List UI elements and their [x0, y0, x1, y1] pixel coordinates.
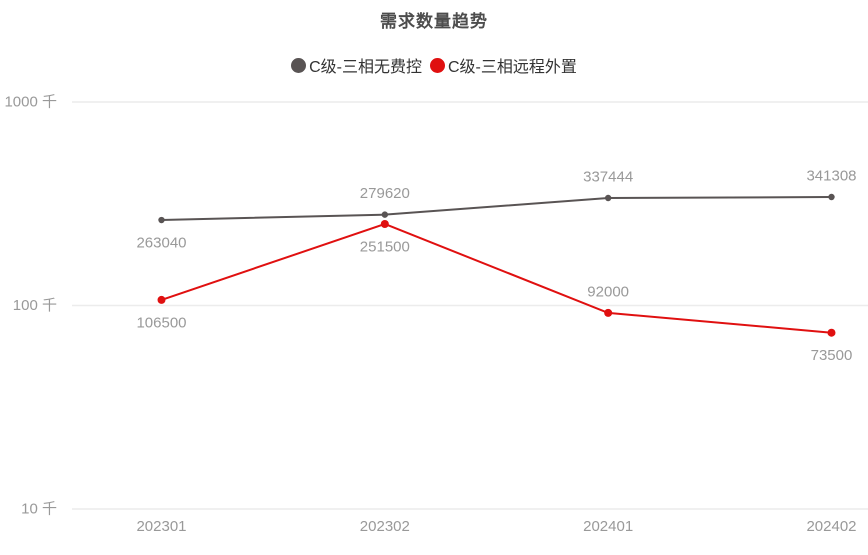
data-label: 279620: [360, 185, 410, 202]
data-label: 73500: [811, 347, 853, 364]
data-label: 92000: [587, 283, 629, 300]
legend-label: C级-三相远程外置: [448, 59, 577, 76]
series-line-0: [161, 196, 832, 222]
legend-item-1[interactable]: C级-三相远程外置: [430, 53, 577, 77]
data-point[interactable]: [828, 193, 835, 201]
x-axis-tick-label: 202302: [360, 518, 410, 535]
x-axis-tick-label: 202401: [583, 518, 633, 535]
legend: C级-三相无费控 C级-三相远程外置: [0, 53, 868, 77]
legend-item-0[interactable]: C级-三相无费控: [291, 53, 422, 77]
data-label: 263040: [136, 235, 186, 252]
chart-title: 需求数量趋势: [380, 12, 488, 31]
data-point[interactable]: [381, 211, 389, 218]
data-point[interactable]: [158, 216, 165, 224]
data-point[interactable]: [827, 328, 836, 337]
x-axis-tick-label: 202402: [806, 518, 856, 535]
legend-dot: [291, 57, 307, 73]
y-axis-tick-label: 10 千: [21, 501, 57, 518]
y-axis-tick-label: 100 千: [13, 297, 57, 314]
data-label: 106500: [136, 314, 186, 331]
data-point[interactable]: [157, 295, 166, 304]
data-point[interactable]: [604, 308, 613, 317]
data-label: 251500: [360, 238, 410, 255]
y-axis-tick-label: 1000 千: [4, 94, 57, 111]
data-label: 337444: [583, 169, 633, 186]
x-axis-tick-label: 202301: [136, 518, 186, 535]
data-point[interactable]: [380, 219, 389, 228]
legend-dot: [430, 57, 445, 73]
data-point[interactable]: [604, 194, 612, 202]
data-label: 341308: [806, 168, 856, 185]
legend-label: C级-三相无费控: [309, 59, 422, 76]
series-line-1: [161, 222, 832, 334]
